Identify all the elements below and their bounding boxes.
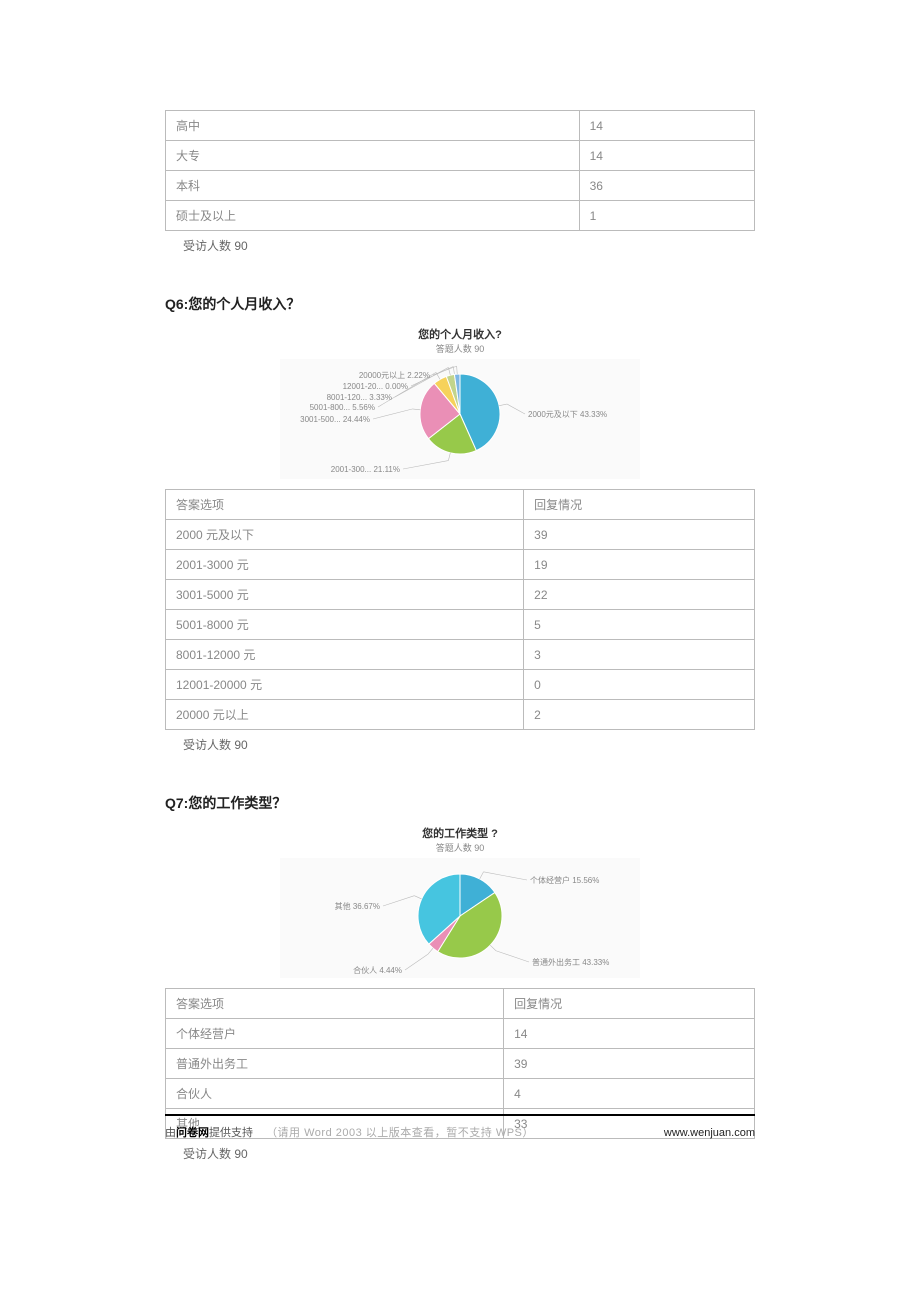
pie-slice-label: 普通外出务工 43.33%	[532, 957, 609, 967]
table-row: 普通外出务工39	[166, 1049, 755, 1079]
cell-label: 合伙人	[166, 1079, 504, 1109]
pie-slice-label: 合伙人 4.44%	[353, 965, 402, 975]
cell-value: 19	[524, 550, 755, 580]
table-row: 合伙人4	[166, 1079, 755, 1109]
q6-th-count: 回复情况	[524, 490, 755, 520]
q7-chart: 您的工作类型 ? 答题人数 90 个体经营户 15.56% 普通外出务工 43.3…	[165, 825, 755, 978]
cell-value: 14	[504, 1019, 755, 1049]
cell-label: 大专	[166, 141, 580, 171]
footer-brand: 问卷网	[176, 1127, 209, 1139]
q7-heading: Q7:您的工作类型？	[165, 793, 755, 813]
cell-value: 39	[524, 520, 755, 550]
pie-slice-label: 2001-300... 21.11%	[331, 465, 400, 474]
table-row: 本科36	[166, 171, 755, 201]
q6-chart-subtitle: 答题人数 90	[165, 342, 755, 355]
footer-prefix: 由	[165, 1127, 176, 1139]
pie-slice-label: 5001-800... 5.56%	[310, 403, 375, 412]
footer-url: www.wenjuan.com	[664, 1127, 755, 1139]
pie-slice-label: 3001-500... 24.44%	[300, 415, 370, 424]
cell-label: 高中	[166, 111, 580, 141]
pie-slice-label: 8001-120... 3.33%	[327, 393, 392, 402]
cell-value: 22	[524, 580, 755, 610]
table-row: 大专14	[166, 141, 755, 171]
table-row: 高中14	[166, 111, 755, 141]
q6-table: 答案选项 回复情况 2000 元及以下392001-3000 元193001-5…	[165, 489, 755, 730]
pie-slice-label: 12001-20... 0.00%	[343, 382, 408, 391]
q5-partial-table: 高中14大专14本科36硕士及以上1	[165, 110, 755, 231]
pie-slice-label: 2000元及以下 43.33%	[528, 410, 607, 419]
cell-value: 36	[579, 171, 754, 201]
q6-chart: 您的个人月收入? 答题人数 90 2000元及以下 43.33% 2001-300…	[165, 326, 755, 479]
table-row: 20000 元以上2	[166, 700, 755, 730]
table-row: 12001-20000 元0	[166, 670, 755, 700]
cell-value: 14	[579, 141, 754, 171]
cell-value: 3	[524, 640, 755, 670]
cell-label: 2001-3000 元	[166, 550, 524, 580]
cell-label: 普通外出务工	[166, 1049, 504, 1079]
cell-value: 14	[579, 111, 754, 141]
cell-label: 5001-8000 元	[166, 610, 524, 640]
cell-label: 个体经营户	[166, 1019, 504, 1049]
table-row: 3001-5000 元22	[166, 580, 755, 610]
cell-label: 3001-5000 元	[166, 580, 524, 610]
table-row: 个体经营户14	[166, 1019, 755, 1049]
page-footer: 由问卷网提供支持 （请用 Word 2003 以上版本查看，暂不支持 WPS） …	[165, 1114, 755, 1140]
q6-heading: Q6:您的个人月收入？	[165, 294, 755, 314]
pie-slice-label: 其他 36.67%	[335, 901, 380, 911]
q6-caption: 受访人数 90	[183, 736, 755, 753]
cell-value: 2	[524, 700, 755, 730]
table-row: 硕士及以上1	[166, 201, 755, 231]
q7-caption: 受访人数 90	[183, 1145, 755, 1162]
q7-chart-subtitle: 答题人数 90	[165, 841, 755, 854]
cell-value: 4	[504, 1079, 755, 1109]
cell-label: 8001-12000 元	[166, 640, 524, 670]
cell-value: 39	[504, 1049, 755, 1079]
q6-chart-title: 您的个人月收入?	[165, 326, 755, 342]
q7-th-count: 回复情况	[504, 989, 755, 1019]
q7-chart-title: 您的工作类型 ?	[165, 825, 755, 841]
table-row: 2000 元及以下39	[166, 520, 755, 550]
cell-label: 12001-20000 元	[166, 670, 524, 700]
q5-caption: 受访人数 90	[183, 237, 755, 254]
table-row: 5001-8000 元5	[166, 610, 755, 640]
cell-label: 2000 元及以下	[166, 520, 524, 550]
cell-value: 0	[524, 670, 755, 700]
footer-hint: （请用 Word 2003 以上版本查看，暂不支持 WPS）	[266, 1127, 534, 1139]
footer-suffix: 提供支持	[209, 1127, 253, 1139]
cell-label: 本科	[166, 171, 580, 201]
cell-value: 5	[524, 610, 755, 640]
cell-label: 20000 元以上	[166, 700, 524, 730]
pie-slice-label: 20000元以上 2.22%	[359, 371, 430, 380]
cell-label: 硕士及以上	[166, 201, 580, 231]
q6-th-option: 答案选项	[166, 490, 524, 520]
q7-th-option: 答案选项	[166, 989, 504, 1019]
pie-slice-label: 个体经营户 15.56%	[530, 875, 599, 885]
table-row: 2001-3000 元19	[166, 550, 755, 580]
cell-value: 1	[579, 201, 754, 231]
table-row: 8001-12000 元3	[166, 640, 755, 670]
